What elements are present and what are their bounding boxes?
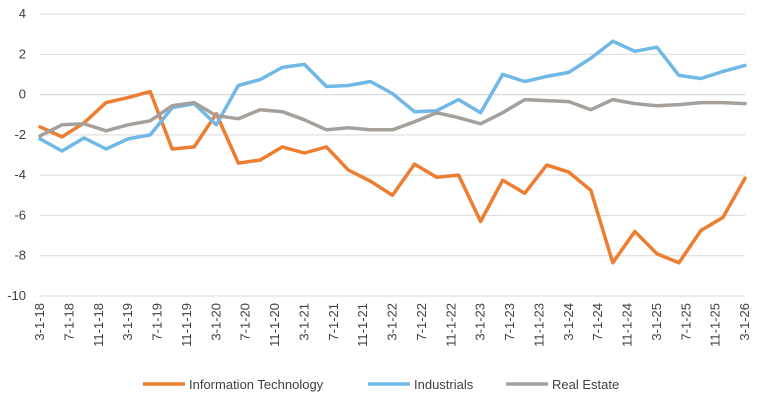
x-tick-label: 11-1-22 — [443, 303, 458, 347]
x-tick-label: 7-1-22 — [414, 303, 429, 341]
x-tick-label: 11-1-25 — [708, 303, 723, 347]
y-tick-label: -4 — [14, 167, 26, 182]
y-tick-label: 2 — [19, 46, 26, 61]
series-lines — [38, 39, 747, 265]
y-tick-label: -8 — [14, 248, 26, 263]
x-tick-label: 3-1-21 — [296, 303, 311, 341]
y-tick-label: -10 — [7, 288, 26, 303]
x-tick-label: 7-1-18 — [61, 303, 76, 341]
x-tick-label: 11-1-23 — [531, 303, 546, 347]
x-tick-label: 7-1-25 — [678, 303, 693, 341]
x-tick-label: 7-1-20 — [238, 303, 253, 341]
x-tick-label: 7-1-24 — [590, 303, 605, 341]
x-tick-label: 11-1-18 — [91, 303, 106, 347]
legend-label: Information Technology — [189, 377, 324, 392]
y-tick-label: -2 — [14, 127, 26, 142]
x-tick-label: 3-1-20 — [208, 303, 223, 341]
series-line-2 — [38, 97, 747, 138]
x-axis-ticks: 3-1-18 7-1-18 11-1-18 3-1-19 7-1-19 11-1-19 3-… — [32, 303, 752, 347]
x-tick-label: 3-1-18 — [32, 303, 47, 341]
y-tick-label: 0 — [19, 87, 26, 102]
x-tick-label: 11-1-21 — [355, 303, 370, 347]
series-line-0 — [38, 89, 747, 265]
y-tick-label: 4 — [19, 6, 26, 21]
x-tick-label: 7-1-19 — [150, 303, 165, 341]
x-tick-label: 7-1-21 — [326, 303, 341, 341]
x-tick-label: 3-1-26 — [737, 303, 752, 341]
x-tick-label: 11-1-19 — [179, 303, 194, 347]
x-tick-label: 3-1-19 — [120, 303, 135, 341]
x-tick-label: 3-1-24 — [561, 303, 576, 341]
x-tick-label: 11-1-20 — [267, 303, 282, 347]
x-tick-label: 11-1-24 — [620, 303, 635, 347]
legend: Information Technology Industrials Real Es… — [143, 377, 619, 392]
series-line-1 — [38, 39, 747, 153]
x-tick-label: 3-1-23 — [473, 303, 488, 341]
x-tick-label: 7-1-23 — [502, 303, 517, 341]
x-tick-label: 3-1-22 — [385, 303, 400, 341]
legend-label: Real Estate — [552, 377, 619, 392]
y-tick-label: -6 — [14, 207, 26, 222]
legend-label: Industrials — [414, 377, 474, 392]
gridlines — [40, 13, 745, 297]
x-tick-label: 3-1-25 — [649, 303, 664, 341]
y-axis-ticks: 4 2 0 -2 -4 -6 -8 -10 — [7, 6, 26, 303]
